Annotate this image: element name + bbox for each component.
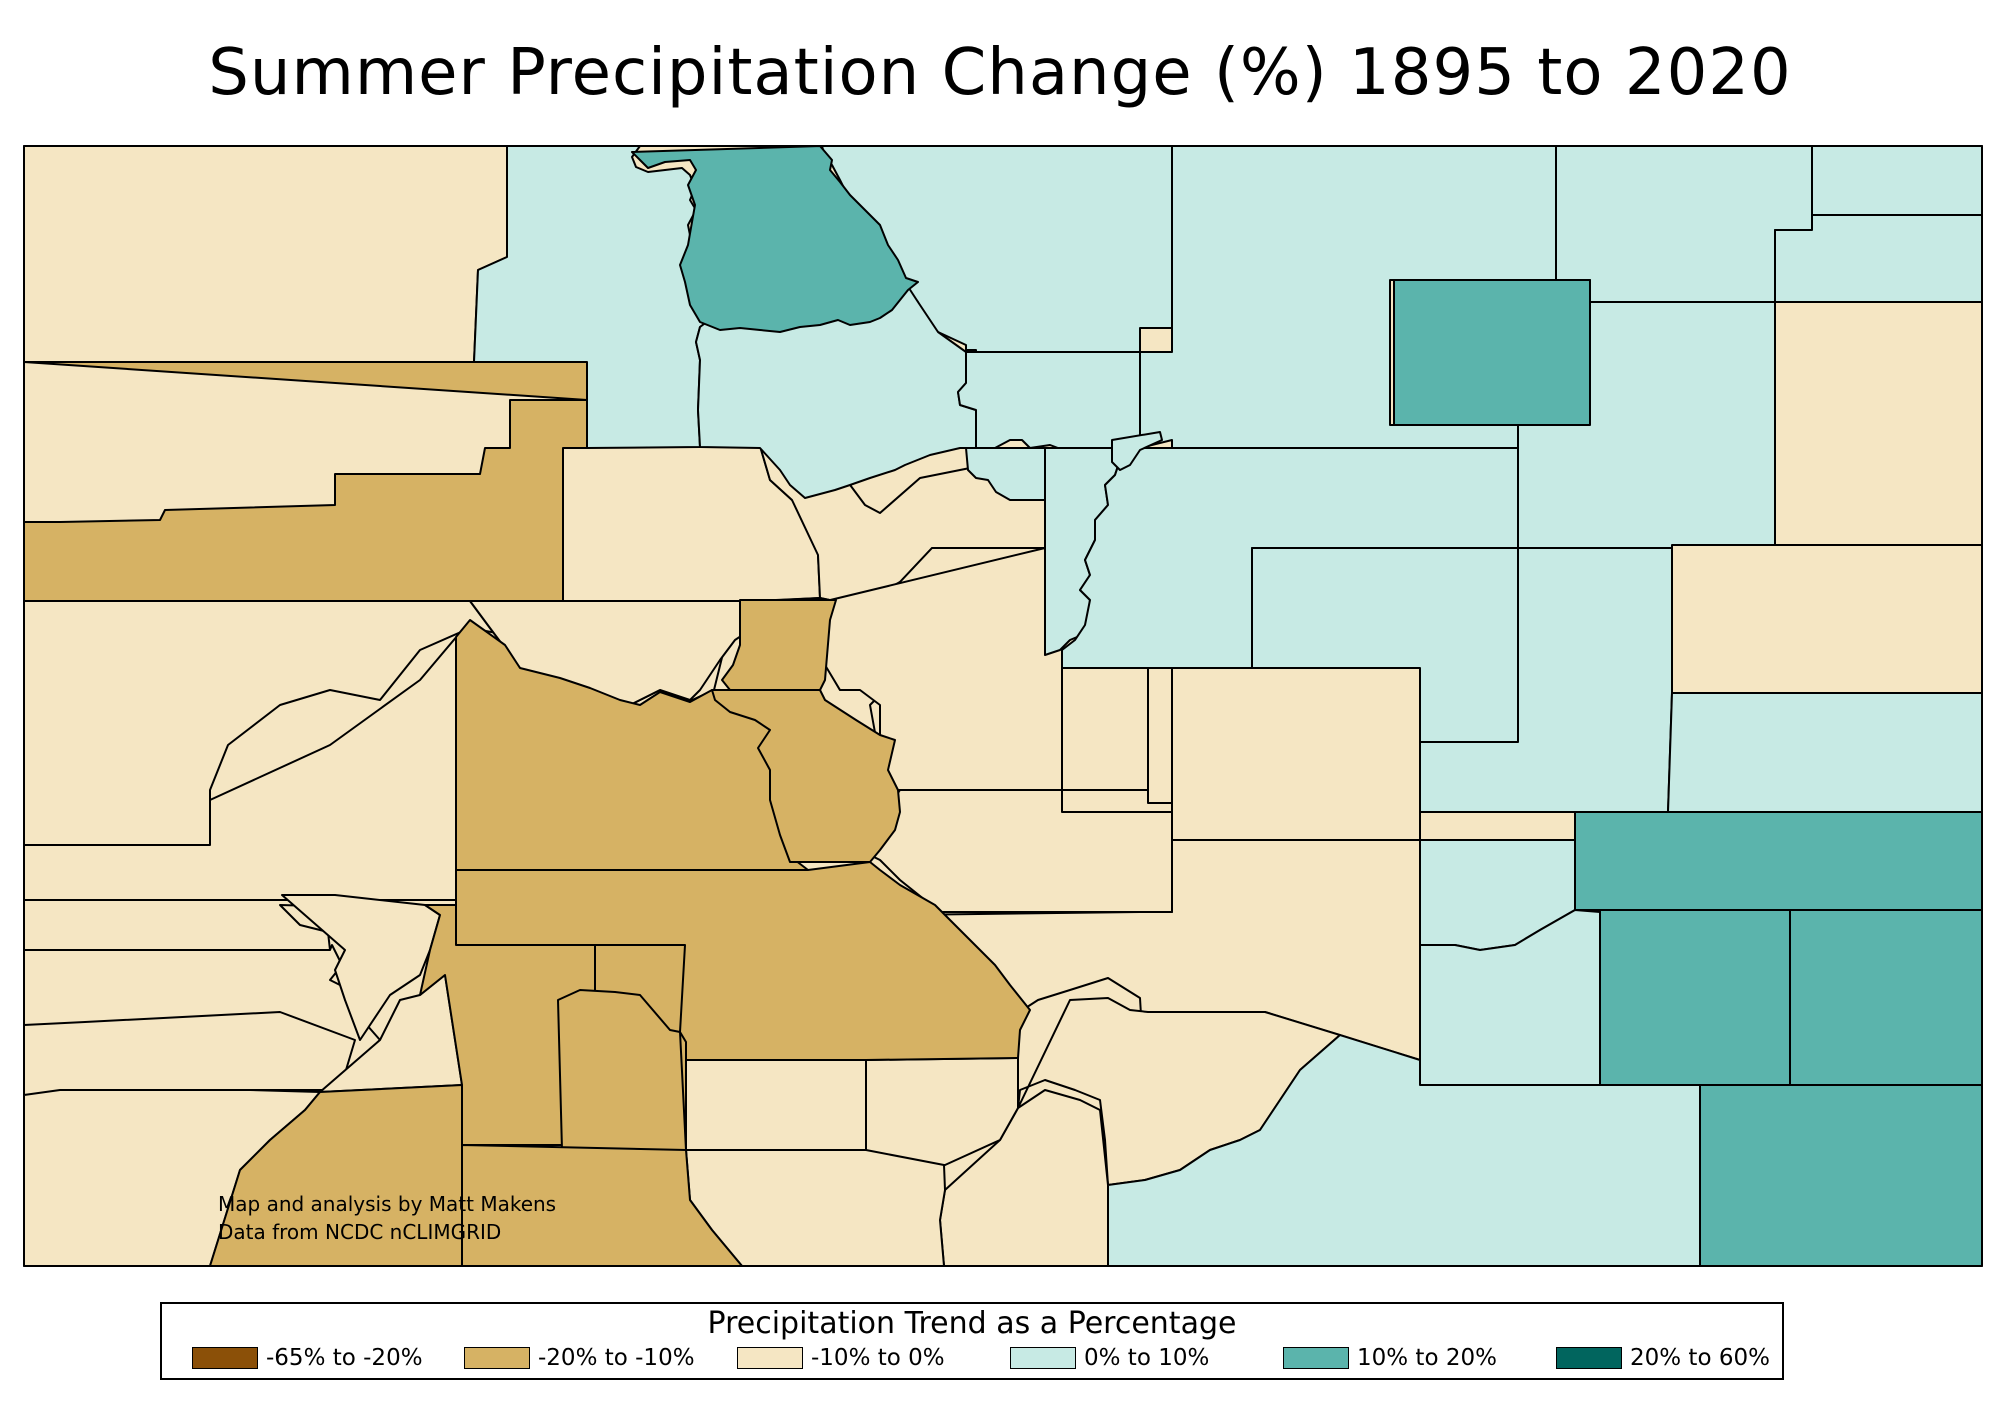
county-logan-east — [1811, 145, 1983, 216]
legend-item: -10% to 0% — [737, 1342, 945, 1374]
county-las-animas — [1107, 1034, 1701, 1267]
legend-item: 10% to 20% — [1283, 1342, 1497, 1374]
legend-item: 20% to 60% — [1556, 1342, 1770, 1374]
map-title: Summer Precipitation Change (%) 1895 to … — [208, 36, 1792, 110]
county-jackson-teal — [631, 145, 919, 333]
county-ouray — [281, 894, 441, 1041]
legend-label: 20% to 60% — [1630, 1345, 1770, 1371]
legend-label: -65% to -20% — [266, 1345, 423, 1371]
credit-line-1: Map and analysis by Matt Makens — [218, 1192, 557, 1216]
legend-label: -20% to -10% — [538, 1345, 695, 1371]
county-prowers — [1789, 909, 1983, 1086]
legend-label: 0% to 10% — [1084, 1345, 1210, 1371]
legend-item: 0% to 10% — [1010, 1342, 1209, 1374]
legend-item: -65% to -20% — [192, 1342, 423, 1374]
county-morgan — [1555, 145, 1813, 303]
county-la-plata — [209, 1084, 463, 1267]
county-boulder — [957, 351, 1141, 449]
legend-swatch — [464, 1347, 530, 1369]
county-kit-carson-west — [1667, 692, 1983, 813]
county-chaffee — [711, 689, 901, 863]
legend-swatch — [737, 1347, 803, 1369]
county-kiowa — [1574, 811, 1983, 911]
county-douglas — [1061, 667, 1149, 791]
county-archuleta — [461, 1144, 743, 1267]
county-yuma — [1671, 544, 1983, 694]
legend-swatch — [1010, 1347, 1076, 1369]
county-sedgwick-phillips — [1774, 301, 1983, 546]
credit-line-2: Data from NCDC nCLIMGRID — [218, 1220, 502, 1244]
legend-swatch — [1556, 1347, 1622, 1369]
legend-title: Precipitation Trend as a Percentage — [707, 1306, 1237, 1341]
county-san-miguel — [23, 1011, 356, 1096]
legend-label: -10% to 0% — [811, 1345, 945, 1371]
county-prowers-west — [1599, 909, 1791, 1086]
legend: Precipitation Trend as a Percentage -65%… — [160, 1302, 1784, 1380]
legend-items: -65% to -20% -20% to -10% -10% to 0% 0% … — [192, 1342, 1772, 1374]
legend-swatch — [1283, 1347, 1349, 1369]
county-baca — [1699, 1084, 1983, 1267]
legend-item: -20% to -10% — [464, 1342, 695, 1374]
county-lake-chaffee — [721, 599, 837, 693]
county-moffat — [23, 145, 508, 363]
legend-label: 10% to 20% — [1357, 1345, 1497, 1371]
map-credit: Map and analysis by Matt Makens Data fro… — [218, 1190, 556, 1246]
county-morgan-teal — [1393, 279, 1591, 426]
county-lincoln-teal — [1419, 547, 1673, 813]
legend-swatch — [192, 1347, 258, 1369]
county-denver-broomfield — [1111, 431, 1163, 471]
county-lincoln — [1169, 667, 1421, 841]
county-rio-blanco — [23, 361, 588, 602]
